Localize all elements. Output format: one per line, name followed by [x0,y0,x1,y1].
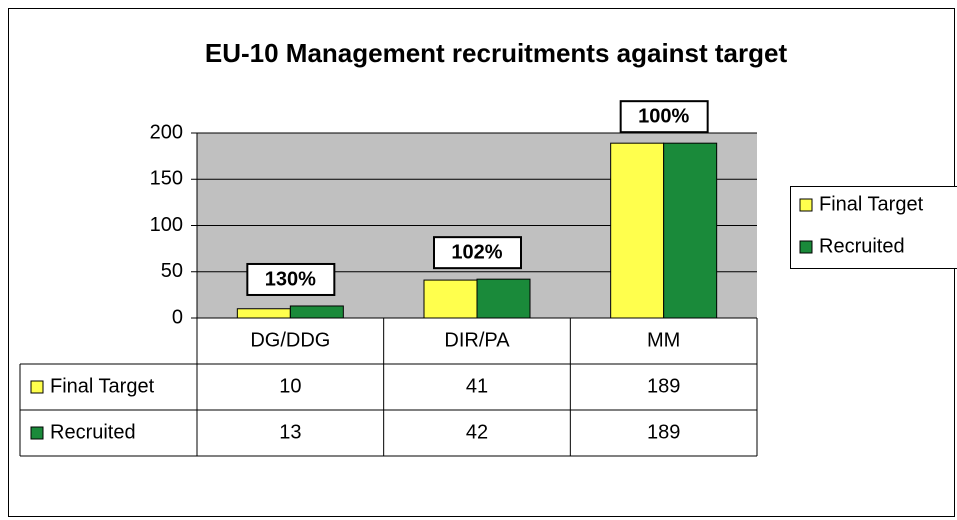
bar [476,278,531,319]
y-tick-label: 0 [172,306,183,328]
y-tick-label: 100 [150,214,183,236]
annotation: 102% [451,241,502,263]
legend-label: Final Target [819,193,924,215]
x-tick-label: DIR/PA [444,329,510,351]
table-value: 42 [466,421,488,443]
annotation-box [619,100,709,134]
table-legend-key [30,380,44,394]
table-value: 189 [647,421,680,443]
table-value: 13 [279,421,301,443]
table-value: 189 [647,375,680,397]
chart-title: EU-10 Management recruitments against ta… [205,38,788,68]
legend-box [790,186,957,269]
table-legend-key [30,426,44,440]
annotation: 100% [638,105,689,127]
legend-label: Recruited [819,235,905,257]
bar [289,305,344,319]
x-tick-label: MM [647,329,680,351]
table-value: 10 [279,375,301,397]
x-tick-label: DG/DDG [250,329,330,351]
table-value: 41 [466,375,488,397]
legend-key [799,198,813,212]
legend-key [799,240,813,254]
bar [663,142,718,319]
bar [236,308,291,319]
table-series-name: Final Target [50,375,155,397]
table-series-name: Recruited [50,421,136,443]
y-tick-label: 50 [161,260,183,282]
y-tick-label: 150 [150,168,183,190]
annotation: 130% [265,268,316,290]
bar [423,279,478,319]
annotation-box [246,262,336,296]
y-tick-label: 200 [150,121,183,143]
annotation-box [433,236,522,270]
bar [610,142,665,319]
